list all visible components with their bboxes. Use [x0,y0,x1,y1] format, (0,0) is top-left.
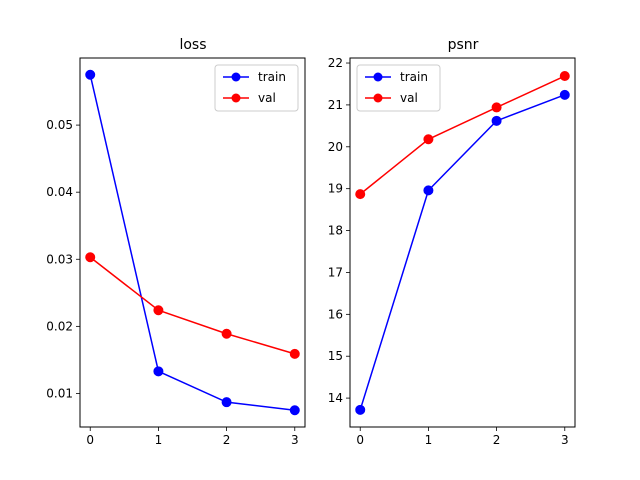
psnr-legend-label-val: val [400,91,418,105]
loss-plot-area [85,69,300,416]
loss-val-line [89,256,295,355]
loss-x-tick-label: 3 [291,433,299,447]
psnr-axes-frame [349,57,576,428]
loss-val-point [221,328,232,339]
psnr-val-line [359,75,566,195]
loss-val-point [85,252,96,263]
psnr-train-point [559,89,570,100]
psnr-y-tick-label: 14 [328,391,343,405]
psnr-train-point [491,115,502,126]
loss-train-line [89,74,295,411]
loss-legend-label-val: val [258,91,276,105]
psnr-x-tick-label: 1 [425,433,433,447]
loss-chart-title: loss [179,37,206,53]
psnr-y-tick-label: 22 [328,56,343,70]
psnr-train-point [423,185,434,196]
loss-y-tick-label: 0.03 [46,252,73,266]
psnr-y-tick-label: 16 [328,307,343,321]
psnr-y-tick-label: 19 [328,182,343,196]
loss-axes-frame [79,57,306,428]
loss-y-tick-label: 0.02 [46,319,73,333]
loss-train-point [289,405,300,416]
loss-legend-swatch-marker [231,72,241,82]
psnr-x-tick-label: 2 [493,433,501,447]
psnr-x-axis: 0 1 2 3 [356,427,569,447]
psnr-plot-area [355,71,570,415]
psnr-x-tick-label: 0 [356,433,364,447]
loss-chart: loss 0 1 2 3 0.01 0.02 0.03 0.04 0.05 train val [46,37,306,447]
psnr-val-point [559,71,570,82]
loss-y-tick-label: 0.05 [46,118,73,132]
loss-train-point [85,69,96,80]
psnr-legend: train val [356,64,441,112]
psnr-val-point [491,102,502,113]
psnr-y-tick-label: 17 [328,265,343,279]
loss-val-point [153,305,164,316]
psnr-y-axis: 14 15 16 17 18 19 20 21 22 [328,56,350,405]
psnr-y-tick-label: 20 [328,140,343,154]
loss-x-tick-label: 0 [86,433,94,447]
psnr-val-point [355,189,366,200]
psnr-train-point [355,404,366,415]
psnr-legend-swatch-marker [373,93,383,103]
psnr-y-tick-label: 21 [328,98,343,112]
psnr-legend-swatch-marker [373,72,383,82]
loss-legend: train val [214,64,299,112]
psnr-legend-label-train: train [400,70,428,84]
loss-y-tick-label: 0.04 [46,185,73,199]
loss-val-point [289,348,300,359]
psnr-x-tick-label: 3 [561,433,569,447]
psnr-train-line [359,94,566,411]
loss-legend-swatch-marker [231,93,241,103]
loss-y-tick-label: 0.01 [46,386,73,400]
loss-y-axis: 0.01 0.02 0.03 0.04 0.05 [46,118,80,400]
loss-train-point [221,397,232,408]
loss-legend-label-train: train [258,70,286,84]
psnr-y-tick-label: 15 [328,349,343,363]
loss-x-tick-label: 2 [223,433,231,447]
psnr-y-tick-label: 18 [328,224,343,238]
loss-train-point [153,366,164,377]
psnr-chart: psnr 0 1 2 3 14 15 16 17 18 19 20 21 22 train val [328,37,576,447]
psnr-val-point [423,134,434,145]
loss-x-axis: 0 1 2 3 [86,427,299,447]
loss-x-tick-label: 1 [155,433,163,447]
psnr-chart-title: psnr [448,37,479,53]
